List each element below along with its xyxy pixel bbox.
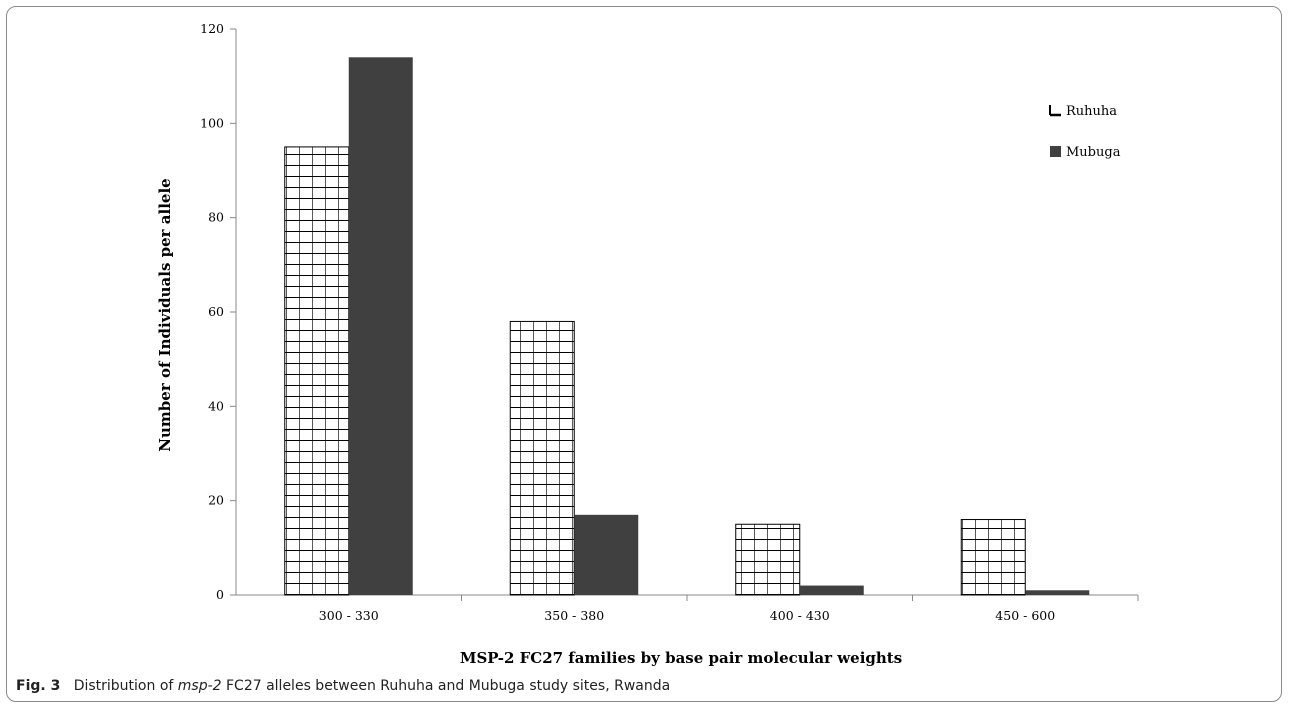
x-category-label: 450 - 600 [995, 608, 1055, 623]
caption-fig-label: Fig. 3 [16, 678, 61, 694]
y-tick-label: 0 [216, 587, 224, 602]
x-category-label: 350 - 380 [544, 608, 604, 623]
y-tick-label: 60 [208, 304, 224, 319]
bar-mubuga-4 [1025, 590, 1090, 595]
bar-outline-ruhuha-4 [960, 519, 1026, 596]
y-tick-label: 40 [208, 398, 224, 413]
legend-label-ruhuha: Ruhuha [1066, 104, 1117, 119]
category-labels: 300 - 330 350 - 380 400 - 430 450 - 600 [319, 608, 1055, 623]
y-tick-label: 120 [200, 21, 224, 36]
x-category-label: 300 - 330 [319, 608, 379, 623]
bar-mubuga-2 [574, 514, 639, 595]
y-axis-title: Number of Individuals per allele [156, 178, 174, 451]
legend-swatch-mubuga [1050, 146, 1061, 157]
legend: Ruhuha Mubuga [1049, 104, 1121, 160]
legend-label-mubuga: Mubuga [1066, 145, 1121, 160]
bar-ruhuha-1 [284, 146, 349, 595]
y-tick-label: 100 [200, 115, 224, 130]
bar-ruhuha-2 [510, 321, 575, 595]
bars-group [284, 57, 1090, 596]
bar-outline-ruhuha-2 [509, 320, 575, 596]
bar-outline-ruhuha-3 [735, 523, 801, 596]
caption-text-before: Distribution of [73, 678, 178, 694]
figure-caption: Fig. 3 Distribution of msp-2 FC27 allele… [16, 678, 670, 694]
caption-text-italic: msp-2 [177, 678, 222, 694]
y-tick-label: 80 [208, 210, 224, 225]
x-category-label: 400 - 430 [770, 608, 830, 623]
bar-ruhuha-3 [735, 524, 800, 595]
y-tick-label: 20 [208, 493, 224, 508]
bar-mubuga-3 [799, 585, 864, 595]
bar-mubuga-1 [348, 57, 413, 596]
bar-ruhuha-4 [961, 519, 1026, 595]
x-axis-title: MSP-2 FC27 families by base pair molecul… [460, 649, 902, 667]
caption-text-after: FC27 alleles between Ruhuha and Mubuga s… [221, 678, 671, 694]
figure-frame [6, 6, 1282, 702]
